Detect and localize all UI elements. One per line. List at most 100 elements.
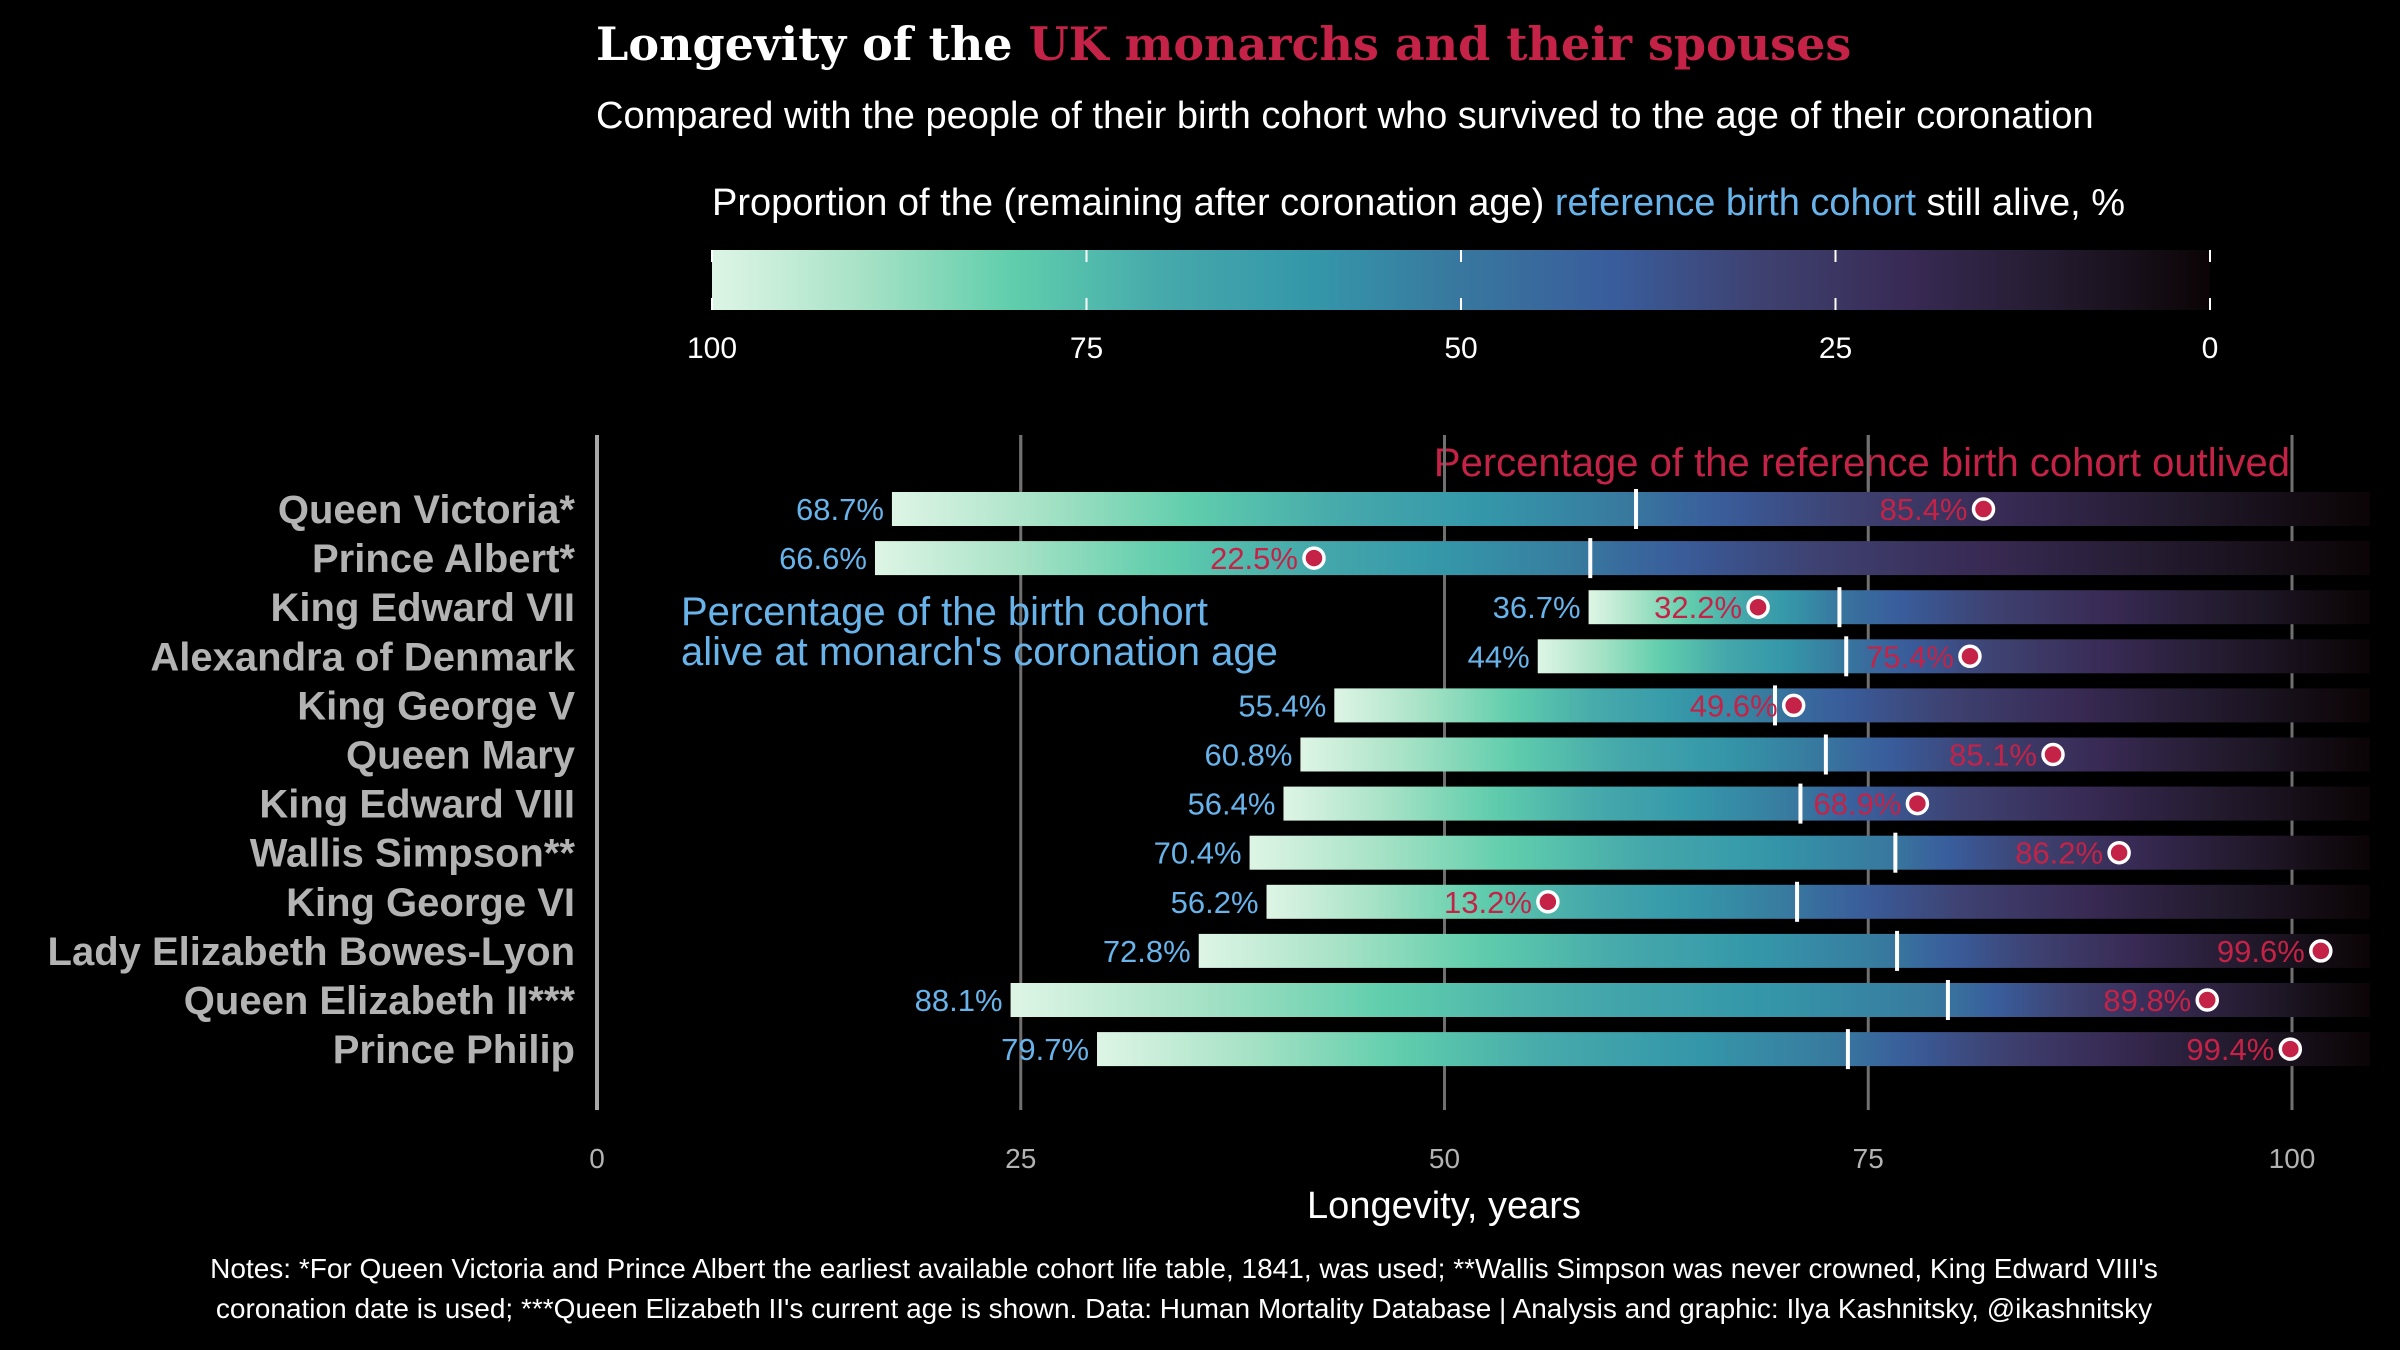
pct-outlived-label: 99.4% [2186,1032,2274,1067]
x-tick-labels: 0 25 50 75 100 [589,1143,2315,1174]
death-age-dot [2309,939,2333,963]
cohort-bar [1249,835,2370,870]
cohort-bar [891,492,2370,526]
row: Lady Elizabeth Bowes-Lyon 72.8% 99.6% [48,930,2370,974]
notes-line1: Notes: *For Queen Victoria and Prince Al… [210,1253,2158,1284]
pct-alive-label: 88.1% [915,983,1003,1018]
chart-title-part1: Longevity of the [596,17,1029,71]
death-age-dot [1746,595,1770,619]
row: Queen Elizabeth II*** 88.1% 89.8% [184,979,2370,1023]
pct-outlived-label: 22.5% [1210,541,1298,576]
pct-alive-label: 70.4% [1154,836,1242,871]
pct-outlived-label: 85.4% [1880,492,1968,527]
colorbar-tick-label: 100 [687,332,737,365]
pct-outlived-label: 68.9% [1813,787,1901,822]
row: Alexandra of Denmark 44% 75.4% [150,635,2370,679]
x-tick-label: 25 [1005,1143,1036,1174]
row: Prince Philip 79.7% 99.4% [333,1028,2370,1072]
legend-title-part1: Proportion of the (remaining after coron… [712,182,1555,224]
pct-outlived-label: 99.6% [2217,934,2305,969]
notes-line2: coronation date is used; ***Queen Elizab… [216,1293,2152,1324]
row: Prince Albert* 66.6% 22.5% [312,537,2370,581]
pct-alive-label: 68.7% [796,492,884,527]
death-age-dot [1905,791,1930,816]
row-label: Queen Victoria* [278,488,576,532]
pct-alive-label: 66.6% [779,541,867,576]
colorbar-tick-label: 50 [1444,332,1477,365]
x-axis-label: Longevity, years [1307,1185,1581,1227]
row: King Edward VIII 56.4% 68.9% [259,783,2370,827]
pct-outlived-label: 13.2% [1444,885,1532,920]
row-label: King George V [297,684,575,728]
cohort-bar [1334,688,2370,723]
cohort-bar [1097,1032,2370,1067]
row-label: Lady Elizabeth Bowes-Lyon [48,930,575,974]
death-age-dot [1781,693,1806,718]
row-label: Wallis Simpson** [250,832,576,876]
cohort-bar [1300,737,2370,772]
pct-outlived-label: 86.2% [2015,836,2103,871]
row-label: Queen Elizabeth II*** [184,979,576,1023]
chart-title-part2: UK monarchs and their spouses [1029,17,1852,71]
pct-alive-label: 36.7% [1493,590,1581,625]
chart-title: Longevity of the UK monarchs and their s… [596,17,1851,71]
death-age-dot [1536,890,1560,914]
death-age-dot [1958,644,1982,669]
pct-outlived-label: 49.6% [1690,688,1778,723]
death-age-dot [2278,1037,2303,1061]
annotation-alive-line1: Percentage of the birth cohort [681,590,1208,634]
cohort-bar [1588,590,2370,625]
rows: Queen Victoria* 68.7% 85.4% Prince Albert* 6… [48,488,2370,1072]
row-label: Alexandra of Denmark [150,635,575,679]
pct-alive-label: 60.8% [1205,738,1293,773]
cohort-bar [1266,884,2370,919]
x-tick-label: 0 [589,1143,605,1174]
death-age-dot [2195,988,2219,1012]
row-label: Prince Philip [333,1028,575,1072]
annotation-outlived: Percentage of the reference birth cohort… [1434,441,2290,485]
death-age-dot [2107,840,2131,865]
row: Wallis Simpson** 70.4% 86.2% [250,832,2370,876]
colorbar-labels: 100 75 50 25 0 [687,332,2218,365]
row-label: King Edward VII [271,586,575,630]
gridlines-overlay [1019,435,2294,490]
cohort-bar [874,541,2370,576]
pct-outlived-label: 75.4% [1866,639,1954,674]
row-label: King Edward VIII [259,783,575,827]
row-label: Queen Mary [346,734,576,778]
death-age-dot [2041,742,2065,767]
pct-alive-label: 56.4% [1188,787,1276,822]
pct-alive-label: 72.8% [1103,934,1191,969]
x-tick-label: 50 [1429,1143,1460,1174]
cohort-bar [1010,983,2370,1017]
annotation-alive-line2: alive at monarch's coronation age [681,630,1278,674]
cohort-bar [1198,933,2370,968]
pct-outlived-label: 89.8% [2103,983,2191,1018]
colorbar-tick-label: 0 [2202,332,2219,365]
legend-title: Proportion of the (remaining after coron… [712,182,2125,224]
pct-alive-label: 56.2% [1171,885,1259,920]
pct-outlived-label: 85.1% [1949,738,2037,773]
pct-alive-label: 55.4% [1238,688,1326,723]
row: King Edward VII 36.7% 32.2% [271,586,2370,630]
legend: Proportion of the (remaining after coron… [687,182,2218,365]
pct-alive-label: 44% [1468,639,1530,674]
row-label: King George VI [286,881,575,925]
cohort-bar [1283,786,2370,821]
row: King George VI 56.2% 13.2% [286,881,2370,925]
colorbar-tick-label: 25 [1819,332,1852,365]
row-label: Prince Albert* [312,537,575,581]
chart-subtitle: Compared with the people of their birth … [596,95,2094,137]
row: Queen Victoria* 68.7% 85.4% [278,488,2370,532]
x-tick-label: 75 [1853,1143,1884,1174]
row: Queen Mary 60.8% 85.1% [346,734,2370,778]
death-age-dot [1302,546,1326,570]
death-age-dot [1971,497,1996,521]
legend-title-part2: reference birth cohort [1555,182,1917,224]
legend-title-part3: still alive, % [1916,182,2125,224]
x-tick-label: 100 [2269,1143,2316,1174]
colorbar-tick-label: 75 [1070,332,1103,365]
colorbar-ticks [711,250,2211,310]
